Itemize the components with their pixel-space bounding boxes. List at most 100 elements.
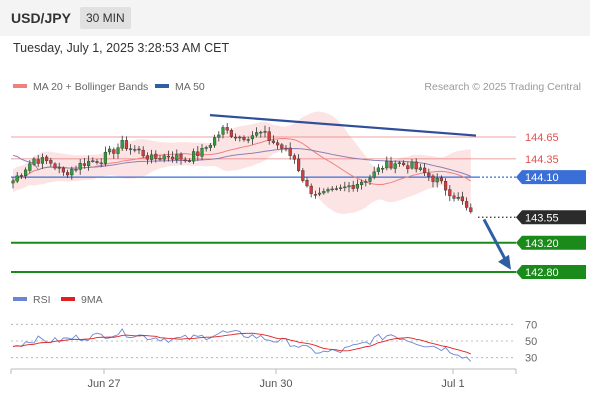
bollinger-legend-swatch [13,84,27,88]
candle [225,123,229,134]
candle [183,156,187,163]
pivot-label: 144.10 [525,172,559,184]
source-credit: Research © 2025 Trading Central [424,81,581,93]
resistance-trendline [209,114,477,137]
candle [423,163,427,177]
candle [297,154,301,173]
price-legend: MA 20 + Bollinger Bands MA 50 Research ©… [13,81,581,93]
rsi-grid: 70 50 30 [11,319,537,365]
candle [32,157,36,167]
candle [393,160,397,174]
ma50-line [12,147,471,177]
candle [456,192,460,201]
candle [128,144,133,155]
candle [351,180,355,192]
candle [381,165,385,174]
resistance-label: 144.35 [525,154,559,166]
candle [238,135,242,142]
candle [107,145,112,155]
candle [431,174,435,188]
candle [410,159,414,170]
candle [322,188,326,195]
candle [448,185,452,202]
candle [221,125,225,139]
candle [70,166,74,180]
candle [116,143,120,159]
rsi-tick-label: 70 [525,319,537,331]
candle [339,184,343,191]
candle [402,160,406,167]
candle [242,135,246,142]
candle [99,158,103,168]
candle [137,146,141,154]
candle [284,144,288,152]
candle [45,154,49,165]
trendline-layer [209,114,511,270]
pivot-tag [516,170,586,185]
candle [444,178,448,196]
candle [271,135,275,145]
candle [53,162,57,171]
candle [334,185,338,191]
candle [208,143,212,152]
candle [254,127,259,138]
candle [452,192,456,202]
forecast-arrow-shaft [482,218,508,262]
rsi-tick-label: 30 [525,353,537,365]
candle [11,177,15,189]
candle [15,171,19,184]
candle [246,136,250,144]
candle [259,130,263,138]
ma50-legend-swatch [155,84,169,88]
candle [385,156,389,171]
candle [250,131,254,145]
candle [292,153,296,164]
candle [103,146,107,167]
rsi-line [12,328,472,362]
candle [95,158,99,165]
candle [149,149,154,164]
candle [233,133,238,142]
candle [74,165,78,173]
candle [175,149,179,164]
candle [19,173,23,179]
candle [414,158,418,173]
bollinger-legend-label: MA 20 + Bollinger Bands [33,81,148,93]
x-tick-label: Jun 30 [259,378,292,390]
candle [288,142,292,160]
datetime-label: Tuesday, July 1, 2025 3:28:53 AM CET [13,41,230,55]
candle [330,186,334,192]
candle [40,153,44,169]
candle [309,183,313,198]
candle [389,156,393,170]
candle [313,190,317,199]
rsi-ma-line [12,332,471,355]
forecast-arrow-head [498,254,511,270]
x-tick-label: Jul 1 [441,378,464,390]
candle [86,155,91,171]
candle [162,153,166,163]
candle [318,187,322,197]
candle [280,143,284,153]
candle [217,131,221,142]
candle [212,134,217,148]
candle [133,145,137,153]
candle [49,157,53,167]
candle [460,191,464,205]
timeframe-badge[interactable]: 30 MIN [80,7,131,29]
candle [276,139,280,150]
rsi-ma-legend-swatch [61,297,75,301]
candle [305,177,309,188]
candle [158,154,162,162]
resistance-label: 144.65 [525,132,559,144]
candle [465,197,469,211]
candle [28,160,32,174]
rsi-lines [12,328,472,362]
candle [124,136,128,151]
support-label: 143.20 [525,238,559,250]
candle [170,151,175,163]
candle [427,168,431,182]
candle [355,179,359,192]
candle [364,178,368,187]
candle [372,166,376,180]
